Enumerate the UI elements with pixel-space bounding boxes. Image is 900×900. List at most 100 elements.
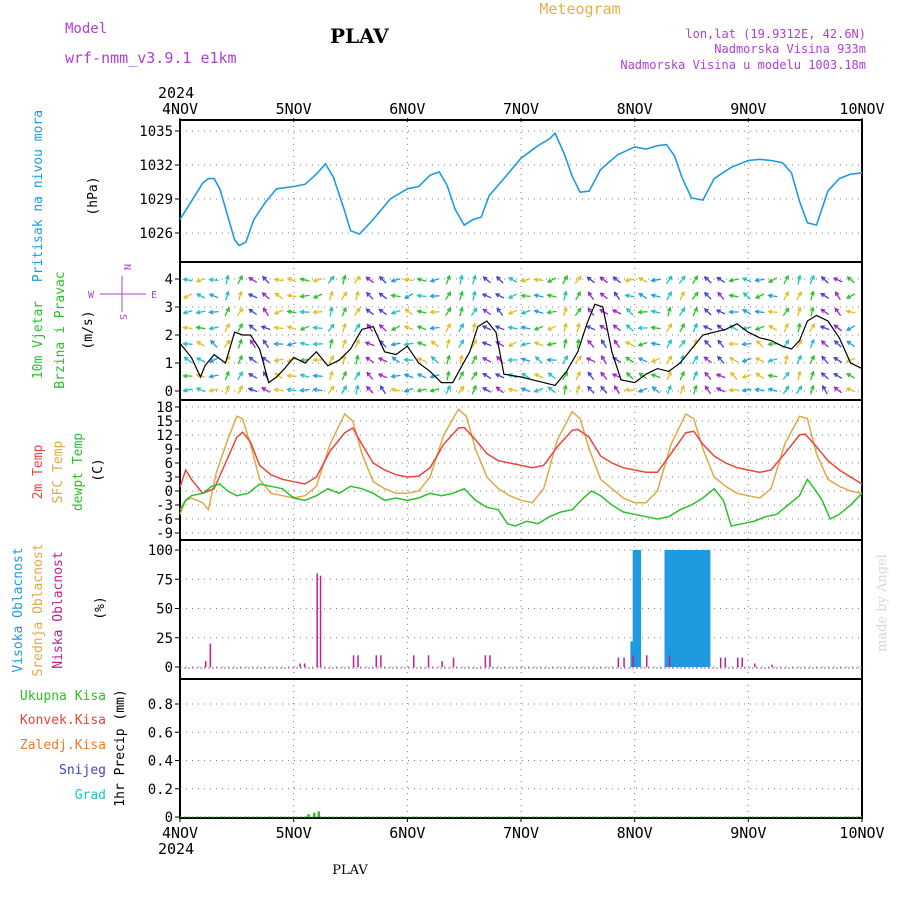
pressure-line <box>179 131 863 247</box>
wind-arrow-head <box>626 307 631 313</box>
y-tick-label: -6 <box>156 512 173 528</box>
wind-arrow <box>508 309 518 315</box>
wind-arrow-head <box>329 355 334 361</box>
wind-arrow <box>183 343 193 345</box>
wind-arrow <box>313 326 323 330</box>
y-tick-label: 25 <box>156 631 173 647</box>
wind-arrow <box>404 325 414 331</box>
wind-arrow-head <box>225 370 230 376</box>
wind-arrow <box>391 342 401 346</box>
wind-arrow-head <box>481 341 487 346</box>
wind-arrow-head <box>403 325 409 330</box>
wind-speed-line <box>179 303 863 387</box>
wind-arrow-head <box>378 308 384 314</box>
wind-arrow <box>508 388 518 392</box>
wind-arrow-head <box>312 373 318 379</box>
wind-arrow <box>625 357 635 363</box>
wind-arrow-head <box>430 356 436 361</box>
wind-arrow-head <box>248 356 254 362</box>
panel-pressure: 1026 1029 1032 1035 <box>139 119 863 263</box>
wind-arrow-head <box>624 293 630 299</box>
wind-arrow-head <box>248 308 254 314</box>
wind-arrow-head <box>742 309 748 314</box>
x-tick-label-top: 9NOV <box>730 100 766 118</box>
wind-arrow-head <box>365 276 371 282</box>
wind-arrow <box>261 325 271 331</box>
wind-arrow-head <box>416 341 422 346</box>
y-tick-label: 1 <box>165 356 173 372</box>
wind-arrow-head <box>403 357 409 363</box>
wind-arrow <box>329 291 333 301</box>
x-tick-label-top: 5NOV <box>276 100 312 118</box>
wind-arrow <box>483 276 491 284</box>
wind-arrow-head <box>613 291 619 297</box>
panel-frame <box>179 261 863 401</box>
wind-arrow-head <box>195 357 201 362</box>
wind-arrow-head <box>797 291 802 297</box>
wind-arrow-head <box>472 307 478 313</box>
y-tick-label: 15 <box>156 414 173 430</box>
cloud-low-bar <box>209 643 212 667</box>
wind-arrow <box>846 325 856 331</box>
wind-arrow <box>391 294 401 298</box>
wind-arrow <box>404 278 414 282</box>
wind-arrow-head <box>576 291 581 297</box>
legend-freeze: Zaledj.Kisa <box>20 738 106 753</box>
wind-arrow-head <box>576 275 582 281</box>
wind-arrow-head <box>507 310 513 315</box>
wind-arrow-head <box>312 341 318 347</box>
wind-arrow-head <box>225 322 230 329</box>
wind-arrow <box>563 323 567 333</box>
wind-arrow-head <box>286 277 292 282</box>
wind-arrow-head <box>507 294 514 299</box>
wind-arrow-head <box>403 373 409 378</box>
compass-n: N <box>121 264 132 270</box>
wind-arrow-head <box>482 372 488 378</box>
wind-arrow-head <box>587 339 593 345</box>
wind-arrow-head <box>667 338 672 345</box>
wind-arrow-head <box>520 310 526 315</box>
wind-arrow-head <box>704 371 710 377</box>
wind-arrow-head <box>378 324 384 329</box>
wind-arrow <box>482 293 492 299</box>
wind-arrow <box>224 307 230 317</box>
wind-arrow <box>835 291 841 301</box>
wind-arrow-head <box>611 373 617 378</box>
y-tick-label: 75 <box>156 572 173 588</box>
wind-arrow-head <box>784 307 790 313</box>
wind-arrow <box>666 385 672 395</box>
wind-arrow-head <box>312 309 318 315</box>
wind-arrow-head <box>715 373 721 378</box>
wind-arrow <box>353 276 361 284</box>
wind-arrow-head <box>717 355 722 361</box>
wind-arrow <box>287 388 297 392</box>
y-tick-label: 6 <box>165 456 173 472</box>
wind-arrow-head <box>416 357 422 362</box>
wind-arrow-head <box>520 341 526 347</box>
wind-arrow <box>613 339 621 349</box>
wind-arrow-head <box>273 310 279 315</box>
wind-arrow-head <box>650 309 656 315</box>
wind-arrow-head <box>481 293 487 298</box>
wind-arrow <box>547 325 557 331</box>
wind-arrow-head <box>754 357 760 362</box>
wind-arrow-head <box>637 342 643 347</box>
wind-arrow-head <box>717 291 723 297</box>
wind-arrow-head <box>546 357 552 363</box>
wind-arrow <box>508 293 518 299</box>
wind-arrow <box>847 276 855 284</box>
wind-arrow-head <box>546 326 552 331</box>
wind-arrow <box>809 323 815 333</box>
wind-arrow-head <box>810 370 815 376</box>
wind-arrow-head <box>366 385 371 391</box>
wind-arrow <box>809 339 815 349</box>
wind-arrow <box>563 339 567 349</box>
y-tick-label: 0.8 <box>148 697 173 713</box>
wind-arrow <box>729 357 739 363</box>
wind-arrow-head <box>624 387 630 393</box>
wind-arrow-head <box>784 291 789 297</box>
wind-arrow-head <box>182 309 188 315</box>
wind-arrow <box>768 388 778 392</box>
wind-arrow <box>248 373 258 379</box>
wind-arrow <box>679 291 685 301</box>
